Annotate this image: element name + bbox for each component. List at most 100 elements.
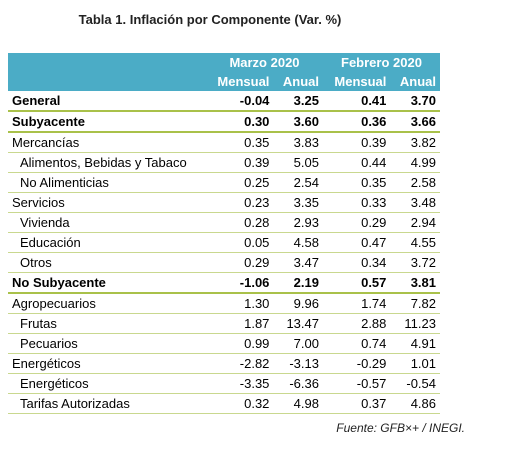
value-cell: 1.74	[322, 293, 391, 314]
value-cell: 0.33	[322, 192, 391, 213]
value-cell: 4.99	[390, 152, 440, 173]
group-header: Marzo 2020	[206, 53, 323, 72]
table-row: Energéticos -3.35 -6.36 -0.57 -0.54	[8, 373, 440, 394]
row-label: Agropecuarios	[8, 293, 206, 314]
table-title: Tabla 1. Inflación por Componente (Var. …	[78, 12, 342, 27]
value-cell: 2.54	[273, 172, 323, 193]
table-row: No Subyacente -1.06 2.19 0.57 3.81	[8, 272, 440, 294]
value-cell: 0.57	[322, 272, 391, 294]
table-row: Tarifas Autorizadas 0.32 4.98 0.37 4.86	[8, 393, 440, 414]
table-header: Marzo 2020 Febrero 2020 Mensual Anual Mens…	[8, 53, 440, 91]
value-cell: -0.57	[322, 373, 391, 394]
table-body: General -0.04 3.25 0.41 3.70 Subyacente 0.30 3.…	[8, 91, 440, 414]
value-cell: 0.99	[206, 333, 274, 354]
row-label: Tarifas Autorizadas	[8, 393, 206, 414]
value-cell: 3.35	[273, 192, 323, 213]
empty-header	[8, 53, 206, 72]
table-row: Mercancías 0.35 3.83 0.39 3.82	[8, 132, 440, 153]
value-cell: 4.58	[273, 232, 323, 253]
value-cell: -1.06	[206, 272, 274, 294]
value-cell: 1.01	[390, 353, 440, 374]
value-cell: 0.29	[206, 252, 274, 273]
value-cell: 0.35	[206, 132, 274, 153]
sub-header: Anual	[390, 72, 440, 91]
value-cell: 1.30	[206, 293, 274, 314]
value-cell: 3.82	[390, 132, 440, 153]
value-cell: -6.36	[273, 373, 323, 394]
empty-header	[8, 72, 206, 91]
value-cell: 0.39	[322, 132, 391, 153]
value-cell: 0.39	[206, 152, 274, 173]
value-cell: 3.25	[273, 91, 323, 112]
table-row: Pecuarios 0.99 7.00 0.74 4.91	[8, 333, 440, 354]
value-cell: -3.35	[206, 373, 274, 394]
table-row: Vivienda 0.28 2.93 0.29 2.94	[8, 212, 440, 233]
value-cell: 3.66	[390, 111, 440, 133]
value-cell: 2.93	[273, 212, 323, 233]
table-row: Energéticos -2.82 -3.13 -0.29 1.01	[8, 353, 440, 374]
value-cell: 4.98	[273, 393, 323, 414]
row-label: Vivienda	[8, 212, 206, 233]
sub-header-row: Mensual Anual Mensual Anual	[8, 72, 440, 91]
row-label: No Subyacente	[8, 272, 206, 294]
value-cell: 3.60	[273, 111, 323, 133]
value-cell: 4.91	[390, 333, 440, 354]
row-label: Frutas	[8, 313, 206, 334]
table-row: Subyacente 0.30 3.60 0.36 3.66	[8, 111, 440, 133]
table-row: No Alimenticias 0.25 2.54 0.35 2.58	[8, 172, 440, 193]
value-cell: 2.94	[390, 212, 440, 233]
value-cell: 0.23	[206, 192, 274, 213]
row-label: General	[8, 91, 206, 112]
row-label: Alimentos, Bebidas y Tabaco	[8, 152, 206, 173]
table-row: Agropecuarios 1.30 9.96 1.74 7.82	[8, 293, 440, 314]
table-row: Frutas 1.87 13.47 2.88 11.23	[8, 313, 440, 334]
group-header-row: Marzo 2020 Febrero 2020	[8, 53, 440, 72]
value-cell: 0.37	[322, 393, 391, 414]
value-cell: -3.13	[273, 353, 323, 374]
value-cell: 5.05	[273, 152, 323, 173]
value-cell: 0.34	[322, 252, 391, 273]
row-label: Energéticos	[8, 353, 206, 374]
value-cell: 3.81	[390, 272, 440, 294]
row-label: Educación	[8, 232, 206, 253]
value-cell: 3.47	[273, 252, 323, 273]
value-cell: 4.86	[390, 393, 440, 414]
value-cell: 9.96	[273, 293, 323, 314]
value-cell: 7.00	[273, 333, 323, 354]
row-label: Energéticos	[8, 373, 206, 394]
value-cell: 0.32	[206, 393, 274, 414]
value-cell: -0.54	[390, 373, 440, 394]
table-row: General -0.04 3.25 0.41 3.70	[8, 91, 440, 112]
value-cell: 0.44	[322, 152, 391, 173]
row-label: Mercancías	[8, 132, 206, 153]
sub-header: Anual	[273, 72, 323, 91]
value-cell: 4.55	[390, 232, 440, 253]
table-row: Educación 0.05 4.58 0.47 4.55	[8, 232, 440, 253]
table-row: Servicios 0.23 3.35 0.33 3.48	[8, 192, 440, 213]
value-cell: 1.87	[206, 313, 274, 334]
value-cell: 0.47	[322, 232, 391, 253]
inflation-table: Marzo 2020 Febrero 2020 Mensual Anual Mens…	[8, 53, 440, 414]
value-cell: -2.82	[206, 353, 274, 374]
value-cell: 0.29	[322, 212, 391, 233]
value-cell: 3.70	[390, 91, 440, 112]
value-cell: 11.23	[390, 313, 440, 334]
sub-header: Mensual	[322, 72, 391, 91]
row-label: Subyacente	[8, 111, 206, 133]
row-label: Servicios	[8, 192, 206, 213]
group-header: Febrero 2020	[322, 53, 440, 72]
value-cell: 0.05	[206, 232, 274, 253]
source-note: Fuente: GFB×+ / INEGI.	[336, 421, 465, 435]
value-cell: 3.83	[273, 132, 323, 153]
value-cell: 0.74	[322, 333, 391, 354]
value-cell: 2.19	[273, 272, 323, 294]
row-label: Pecuarios	[8, 333, 206, 354]
value-cell: 0.25	[206, 172, 274, 193]
value-cell: 3.72	[390, 252, 440, 273]
row-label: No Alimenticias	[8, 172, 206, 193]
table-row: Otros 0.29 3.47 0.34 3.72	[8, 252, 440, 273]
value-cell: 0.41	[322, 91, 391, 112]
value-cell: 0.36	[322, 111, 391, 133]
value-cell: 3.48	[390, 192, 440, 213]
